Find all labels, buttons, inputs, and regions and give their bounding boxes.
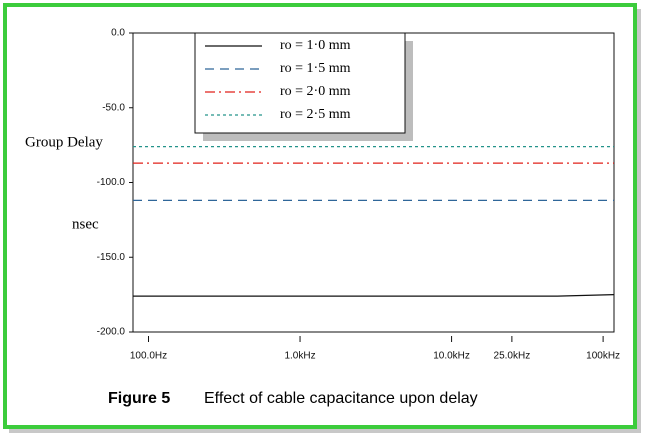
caption: Effect of cable capacitance upon delay bbox=[204, 390, 478, 407]
y-tick-label: -200.0 bbox=[97, 327, 126, 338]
legend bbox=[194, 32, 406, 134]
x-tick-label: 100.0Hz bbox=[130, 351, 167, 362]
legend-label: ro = 2·0 mm bbox=[280, 84, 351, 99]
legend-label: ro = 1·5 mm bbox=[280, 61, 351, 76]
y-tick-label: 0.0 bbox=[111, 28, 125, 39]
y-tick-label: -50.0 bbox=[102, 102, 125, 113]
x-tick-label: 10.0kHz bbox=[433, 351, 470, 362]
caption-label: Figure 5 bbox=[108, 390, 170, 407]
series-line bbox=[133, 293, 615, 297]
legend-label: ro = 1·0 mm bbox=[280, 38, 351, 53]
legend-label: ro = 2·5 mm bbox=[280, 107, 351, 122]
y-axis-label: Group Delay bbox=[25, 134, 103, 150]
y-tick-label: -100.0 bbox=[97, 177, 126, 188]
y-axis-unit: nsec bbox=[72, 216, 99, 232]
y-tick-label: -150.0 bbox=[97, 252, 126, 263]
x-tick-label: 100kHz bbox=[586, 351, 620, 362]
x-tick-label: 25.0kHz bbox=[494, 351, 531, 362]
x-tick-label: 1.0kHz bbox=[284, 351, 315, 362]
